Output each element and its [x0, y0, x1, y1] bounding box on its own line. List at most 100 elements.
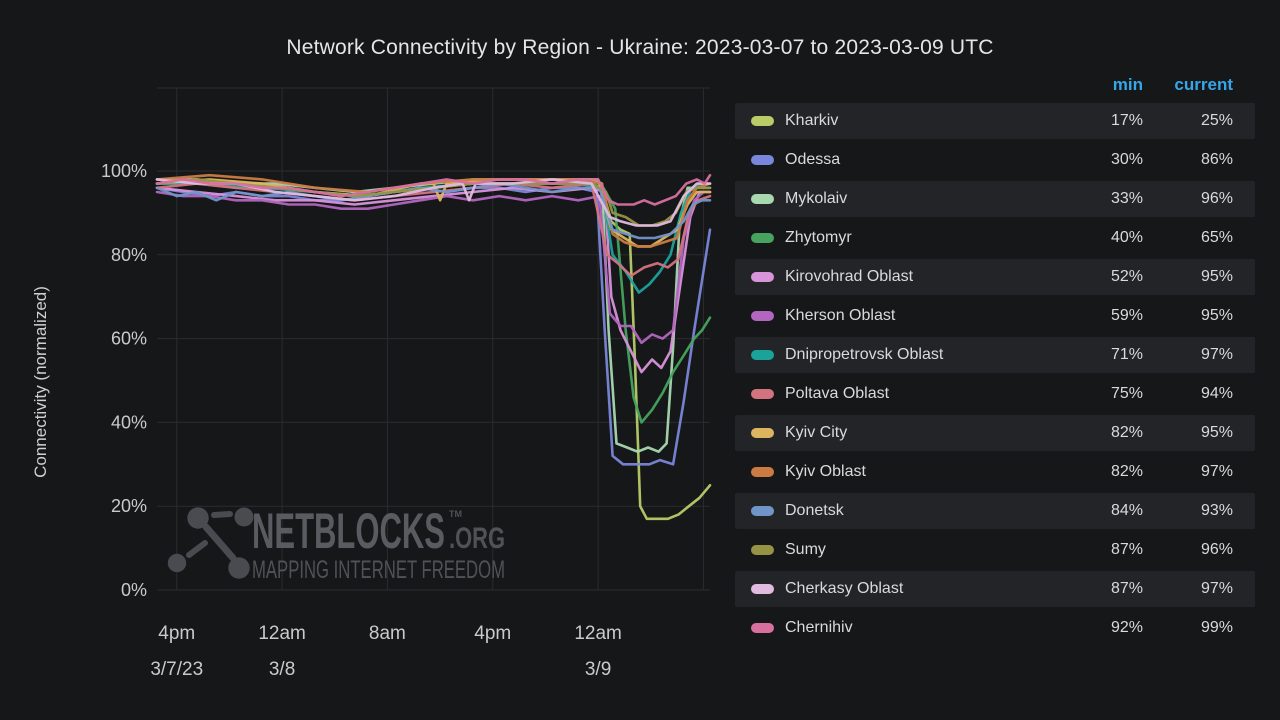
- netblocks-logo-node: [228, 557, 250, 579]
- series-min-value: 87%: [1110, 580, 1143, 597]
- series-color-swatch-icon: [751, 545, 774, 555]
- series-line-kyiv-oblast: [155, 173, 712, 248]
- series-label: Kharkiv: [785, 112, 839, 129]
- series-min-value: 84%: [1110, 502, 1143, 519]
- netblocks-tm-mark: TM: [449, 509, 462, 519]
- series-color-swatch-icon: [751, 350, 774, 360]
- series-name: Kyiv Oblast: [751, 463, 1061, 481]
- series-label: Zhytomyr: [785, 229, 852, 246]
- series-name: Chernihiv: [751, 619, 1061, 637]
- legend-row-chernihiv[interactable]: Chernihiv 92% 99%: [735, 610, 1255, 646]
- legend-row-sumy[interactable]: Sumy 87% 96%: [735, 532, 1255, 568]
- series-name: Kyiv City: [751, 424, 1061, 442]
- series-line-kherson-oblast: [155, 190, 712, 345]
- x-axis-date-label: 3/7/23: [150, 659, 203, 680]
- series-name: Dnipropetrovsk Oblast: [751, 346, 1061, 364]
- series-min-value: 75%: [1110, 385, 1143, 402]
- legend-row-kyiv-city[interactable]: Kyiv City 82% 95%: [735, 415, 1255, 451]
- series-min-value: 17%: [1110, 112, 1143, 129]
- series-color-swatch-icon: [751, 428, 774, 438]
- netblocks-logo-node: [187, 507, 209, 529]
- legend-row-dnipropetrovsk-oblast[interactable]: Dnipropetrovsk Oblast 71% 97%: [735, 337, 1255, 373]
- series-color-swatch-icon: [751, 233, 774, 243]
- legend-row-zhytomyr[interactable]: Zhytomyr 40% 65%: [735, 220, 1255, 256]
- legend-row-odessa[interactable]: Odessa 30% 86%: [735, 142, 1255, 178]
- netblocks-logo-node: [234, 507, 254, 527]
- series-current-value: 95%: [1200, 307, 1233, 324]
- series-current-value: 65%: [1200, 229, 1233, 246]
- legend-row-kyiv-oblast[interactable]: Kyiv Oblast 82% 97%: [735, 454, 1255, 490]
- series-min-value: 82%: [1110, 424, 1143, 441]
- legend-row-mykolaiv[interactable]: Mykolaiv 33% 96%: [735, 181, 1255, 217]
- series-current-value: 97%: [1200, 580, 1233, 597]
- series-current-value: 97%: [1200, 463, 1233, 480]
- x-axis-tick-label: 12am: [574, 623, 622, 644]
- legend-row-donetsk[interactable]: Donetsk 84% 93%: [735, 493, 1255, 529]
- series-min-value: 92%: [1110, 619, 1143, 636]
- netblocks-brand-text: NETBLOCKS: [252, 503, 445, 559]
- series-current-value: 93%: [1200, 502, 1233, 519]
- series-label: Donetsk: [785, 502, 844, 519]
- series-current-value: 97%: [1200, 346, 1233, 363]
- y-axis-tick-label: 40%: [111, 412, 147, 432]
- series-name: Sumy: [751, 541, 1061, 559]
- legend-row-poltava-oblast[interactable]: Poltava Oblast 75% 94%: [735, 376, 1255, 412]
- series-color-swatch-icon: [751, 467, 774, 477]
- series-name: Odessa: [751, 151, 1061, 169]
- series-label: Sumy: [785, 541, 826, 558]
- netblocks-logo-link: [186, 540, 208, 558]
- series-min-value: 40%: [1110, 229, 1143, 246]
- netblocks-logo-link: [211, 511, 233, 518]
- series-name: Kherson Oblast: [751, 307, 1061, 325]
- legend-table: min current Kharkiv 17% 25% Odessa 30% 86% Myk…: [735, 70, 1255, 646]
- y-axis-title: Connectivity (normalized): [31, 286, 50, 478]
- series-current-value: 95%: [1200, 424, 1233, 441]
- series-line-kirovohrad-oblast: [155, 186, 712, 374]
- series-label: Mykolaiv: [785, 190, 848, 207]
- series-label: Kyiv Oblast: [785, 463, 866, 480]
- series-line-cherkasy-oblast: [155, 178, 712, 227]
- y-axis-tick-label: 80%: [111, 245, 147, 265]
- series-line-odessa: [155, 186, 712, 466]
- series-current-value: 99%: [1200, 619, 1233, 636]
- series-color-swatch-icon: [751, 194, 774, 204]
- series-name: Donetsk: [751, 502, 1061, 520]
- series-color-swatch-icon: [751, 116, 774, 126]
- series-line-mykolaiv: [155, 178, 712, 454]
- legend-row-kherson-oblast[interactable]: Kherson Oblast 59% 95%: [735, 298, 1255, 334]
- series-color-swatch-icon: [751, 623, 774, 633]
- series-name: Cherkasy Oblast: [751, 580, 1061, 598]
- series-current-value: 96%: [1200, 541, 1233, 558]
- x-axis-tick-label: 4pm: [158, 623, 195, 644]
- series-name: Poltava Oblast: [751, 385, 1061, 403]
- series-min-value: 71%: [1110, 346, 1143, 363]
- legend-header-min: min: [1112, 75, 1143, 94]
- series-min-value: 33%: [1110, 190, 1143, 207]
- netblocks-logo-node: [167, 553, 187, 573]
- series-label: Kirovohrad Oblast: [785, 268, 914, 285]
- series-color-swatch-icon: [751, 272, 774, 282]
- series-min-value: 87%: [1110, 541, 1143, 558]
- x-axis-date-label: 3/9: [585, 659, 611, 680]
- page-title: Network Connectivity by Region - Ukraine…: [286, 36, 994, 59]
- series-current-value: 94%: [1200, 385, 1233, 402]
- y-axis-tick-label: 20%: [111, 496, 147, 516]
- legend-row-kirovohrad-oblast[interactable]: Kirovohrad Oblast 52% 95%: [735, 259, 1255, 295]
- series-current-value: 25%: [1200, 112, 1233, 129]
- series-color-swatch-icon: [751, 584, 774, 594]
- series-current-value: 86%: [1200, 151, 1233, 168]
- netblocks-tagline: MAPPING INTERNET FREEDOM: [252, 556, 505, 584]
- legend-row-kharkiv[interactable]: Kharkiv 17% 25%: [735, 103, 1255, 139]
- series-label: Dnipropetrovsk Oblast: [785, 346, 944, 363]
- series-min-value: 82%: [1110, 463, 1143, 480]
- series-name: Kharkiv: [751, 112, 1061, 130]
- series-label: Odessa: [785, 151, 841, 168]
- legend-row-cherkasy-oblast[interactable]: Cherkasy Oblast 87% 97%: [735, 571, 1255, 607]
- series-line-donetsk: [155, 182, 712, 240]
- x-axis-tick-label: 12am: [258, 623, 306, 644]
- netblocks-org-suffix: .ORG: [449, 522, 505, 555]
- legend-header: min current: [735, 70, 1255, 100]
- y-axis-tick-label: 100%: [101, 161, 147, 181]
- legend-rows: Kharkiv 17% 25% Odessa 30% 86% Mykolaiv 33% 96% Z…: [735, 103, 1255, 646]
